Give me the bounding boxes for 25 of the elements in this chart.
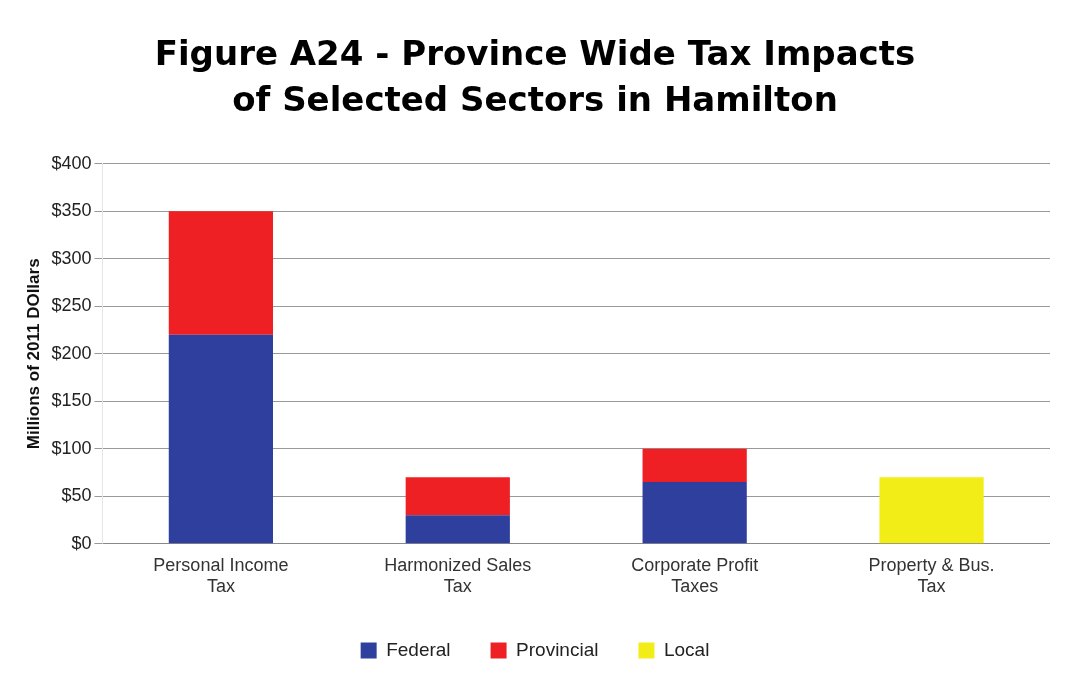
y-tick-label: $300 [51,247,92,268]
x-tick-label: Property & Bus. Tax [868,554,995,597]
bar [405,515,510,544]
x-tick-label: Personal Income Tax [153,554,289,597]
bar [405,477,510,516]
bar [168,334,273,544]
bar [642,448,747,483]
y-axis-title: Millions of 2011 DOllars [23,258,43,450]
x-tick-label: Corporate Profit Taxes [631,554,759,597]
y-tick-label: $200 [51,342,92,363]
y-tick-label: $100 [51,437,92,458]
bar [879,477,984,544]
bar [642,482,747,544]
chart-title: Figure A24 - Province Wide Tax Impacts of Selected Sectors in Hamilton [153,32,917,121]
y-tick-label: $150 [51,390,92,411]
bar [168,211,273,335]
y-tick-label: $350 [51,200,92,221]
y-tick-label: $400 [51,152,92,173]
legend-label: Local [663,638,710,660]
y-tick-label: $0 [71,532,92,553]
y-tick-label: $250 [51,295,92,316]
y-tick-label: $50 [61,485,92,506]
legend-label: Provincial [516,638,599,660]
legend-label: Federal [386,638,451,660]
x-tick-label: Harmonized Sales Tax [384,554,532,597]
